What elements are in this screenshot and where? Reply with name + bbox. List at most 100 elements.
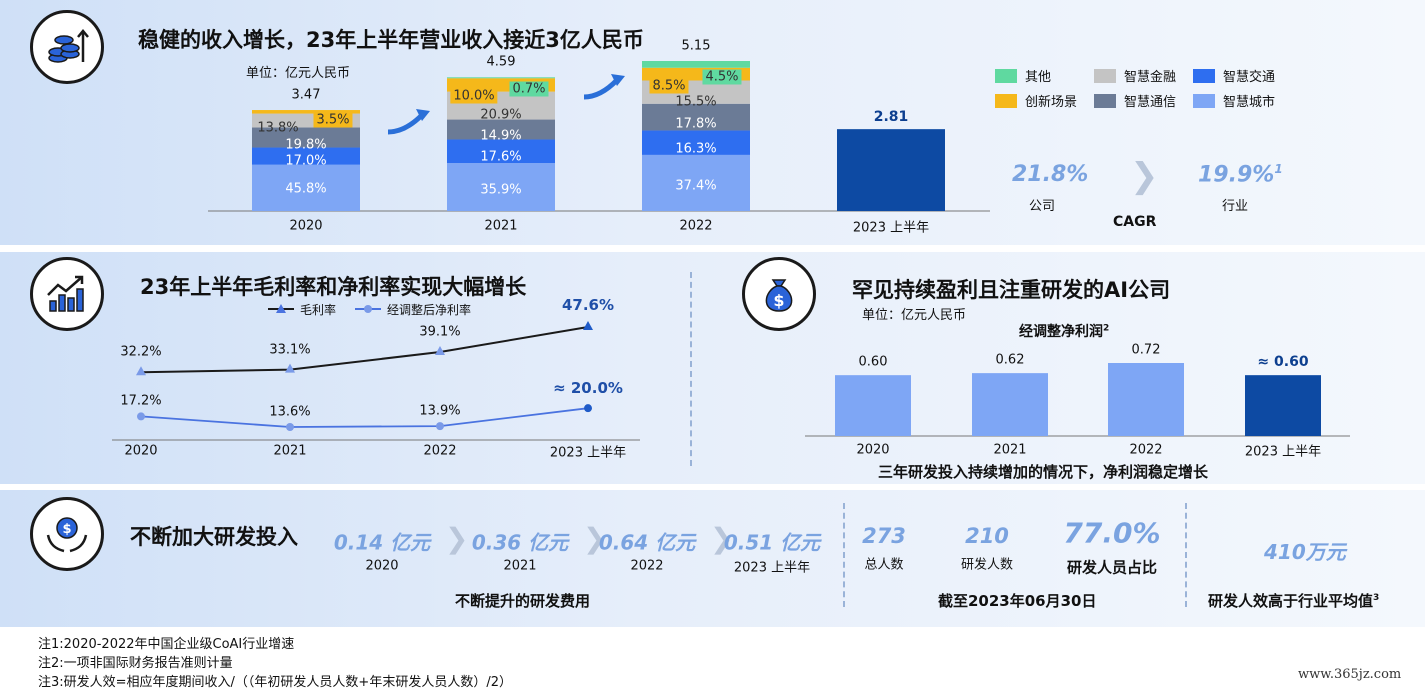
footnote-2: 注2:一项非国际财务报告准则计量 [38, 656, 233, 671]
profit-bar [972, 373, 1048, 436]
profit-category-label: 2022 [1129, 442, 1163, 458]
legend-label: 智慧通信 [1124, 95, 1177, 110]
legend-swatch [1094, 93, 1116, 108]
rd-title: 不断加大研发投入 [130, 525, 298, 549]
footnote-1: 注1:2020-2022年中国企业级CoAI行业增速 [38, 637, 295, 652]
line-point [584, 404, 592, 413]
line-data-label: 17.2% [120, 393, 162, 409]
revenue-segment-label: 19.8% [285, 137, 327, 153]
cagr-chevron-icon: ❯ [1130, 156, 1159, 196]
staff-label: 研发人员占比 [1066, 558, 1158, 577]
rd-expense-value: 0.64 亿元 [598, 530, 696, 555]
legend-swatch [995, 68, 1017, 83]
revenue-segment-label: 20.9% [480, 107, 522, 123]
line-data-label: 32.2% [120, 344, 162, 360]
revenue-segment-label: 14.9% [480, 128, 522, 144]
growth-arrow-head [611, 74, 625, 86]
legend-item: 智慧城市 [1193, 91, 1275, 110]
profit-bar [1245, 375, 1321, 436]
legend-item: 智慧交通 [1193, 66, 1275, 85]
revenue-segment-label: 3.5% [313, 112, 353, 128]
legend-item: 其他 [995, 66, 1051, 85]
legend-label: 智慧交通 [1223, 70, 1276, 85]
revenue-segment [642, 130, 750, 155]
svg-text:$: $ [62, 522, 71, 537]
margin-title: 23年上半年毛利率和净利率实现大幅增长 [140, 275, 527, 299]
rd-panel [0, 490, 1425, 627]
rd-chevron-icon: ❯ [583, 522, 607, 555]
legend-item: 智慧金融 [1094, 66, 1176, 85]
revenue-segment-label: 45.8% [285, 181, 327, 197]
line-data-label: 47.6% [561, 296, 615, 314]
line-data-label: 13.6% [269, 404, 311, 420]
revenue-segment-label: 37.4% [675, 178, 717, 194]
revenue-segment-label: 4.5% [702, 69, 742, 85]
profit-unit: 单位：亿元人民币 [862, 308, 967, 323]
revenue-segment [252, 147, 360, 165]
legend-label: 智慧金融 [1124, 70, 1177, 85]
line-point [436, 422, 444, 431]
line-category-label: 2021 [273, 443, 307, 459]
profit-subtitle-sup: 2 [1103, 323, 1110, 334]
margin-labels: 毛利率 经调整后净利率 32.2% 33.1% 39.1% 47.6% 17.2% 13.6%… [0, 252, 700, 484]
line-data-label: 33.1% [269, 342, 311, 358]
cagr-company-value: 21.8% [1012, 162, 1089, 187]
profit-category-label: 2021 [993, 442, 1027, 458]
profit-category-label: 2023 上半年 [1244, 444, 1322, 460]
revenue-total-label: 4.59 [486, 54, 516, 70]
legend-swatch [1193, 68, 1215, 83]
watermark: www.365jz.com [1298, 667, 1402, 682]
revenue-segment [447, 119, 555, 140]
rd-expense-value: 0.14 亿元 [333, 530, 431, 555]
staff-value: 210 [965, 524, 1009, 548]
line-category-label: 2022 [423, 443, 457, 459]
staff-caption: 截至2023年06月30日 [938, 592, 1097, 610]
revenue-segment [252, 127, 360, 148]
revenue-segment [447, 163, 555, 211]
revenue-segment-label: 17.8% [675, 116, 717, 132]
profit-value-label: 0.62 [995, 352, 1025, 368]
legend-label: 创新场景 [1025, 95, 1078, 110]
line-data-label: 13.9% [419, 403, 461, 419]
revenue-category-label: 2021 [484, 218, 518, 234]
growth-chart-icon [30, 257, 104, 331]
profit-category-label: 2020 [856, 442, 890, 458]
line-point [583, 321, 593, 330]
revenue-segment-label: 16.3% [675, 141, 717, 157]
growth-arrow-head [416, 109, 430, 121]
revenue-segment-label: 17.6% [480, 149, 522, 165]
revenue-segment [252, 164, 360, 211]
profit-title: 罕见持续盈利且注重研发的AI公司 [852, 278, 1171, 302]
line-category-label: 2020 [124, 443, 158, 459]
revenue-bar-2023 [837, 129, 945, 211]
efficiency-caption: 研发人效高于行业平均值3 [1208, 590, 1379, 611]
cagr-industry-label: 行业 [1222, 199, 1249, 214]
growth-arrow-icon [583, 78, 619, 100]
staff-value: 273 [862, 524, 906, 548]
revenue-segment-label: 35.9% [480, 182, 522, 198]
line-point [435, 346, 445, 355]
line-data-label: ≈ 20.0% [553, 379, 623, 398]
line-point [136, 366, 146, 376]
profit-value-label: 0.72 [1131, 342, 1161, 358]
rd-chevron-icon: ❯ [710, 522, 734, 555]
revenue-title: 稳健的收入增长，23年上半年营业收入接近3亿人民币 [138, 28, 644, 52]
profit-subtitle-text: 经调整净利润 [1019, 324, 1103, 340]
revenue-total-label: 2.81 [873, 109, 909, 126]
staff-label: 研发人数 [960, 557, 1014, 573]
line-point [286, 423, 294, 431]
line-data-label: 39.1% [419, 324, 461, 340]
legend-swatch [1094, 68, 1116, 83]
rd-expense-year: 2022 [630, 558, 664, 574]
profit-value-label: ≈ 0.60 [1257, 354, 1309, 371]
revenue-segment-label: 17.0% [285, 153, 327, 169]
profit-subtitle: 经调整净利润2 [1019, 321, 1109, 341]
line-series [140, 326, 589, 374]
revenue-segment [447, 77, 555, 79]
profit-bar-chart [805, 363, 1350, 437]
revenue-total-label: 3.47 [291, 87, 321, 103]
cagr-industry-value: 19.9%1 [1198, 162, 1283, 187]
line-legend-label: 经调整后净利率 [387, 303, 472, 317]
efficiency-value: 410万元 [1264, 540, 1346, 564]
revenue-segment [642, 61, 750, 68]
